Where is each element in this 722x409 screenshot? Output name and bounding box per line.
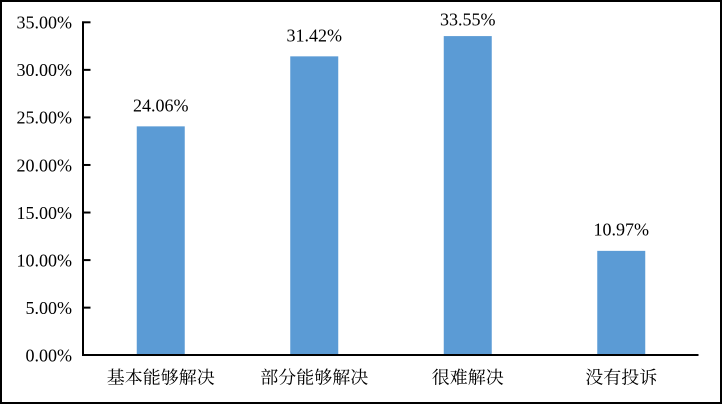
svg-text:30.00%: 30.00% xyxy=(17,60,73,80)
svg-text:25.00%: 25.00% xyxy=(17,108,73,128)
svg-text:15.00%: 15.00% xyxy=(17,203,73,223)
svg-text:10.00%: 10.00% xyxy=(17,250,73,270)
svg-text:24.06%: 24.06% xyxy=(133,96,189,116)
svg-text:10.97%: 10.97% xyxy=(594,220,650,240)
svg-text:0.00%: 0.00% xyxy=(26,346,73,366)
svg-text:20.00%: 20.00% xyxy=(17,155,73,175)
svg-text:31.42%: 31.42% xyxy=(287,26,343,46)
svg-text:5.00%: 5.00% xyxy=(26,298,73,318)
svg-text:35.00%: 35.00% xyxy=(17,13,73,33)
svg-text:33.55%: 33.55% xyxy=(440,10,496,30)
